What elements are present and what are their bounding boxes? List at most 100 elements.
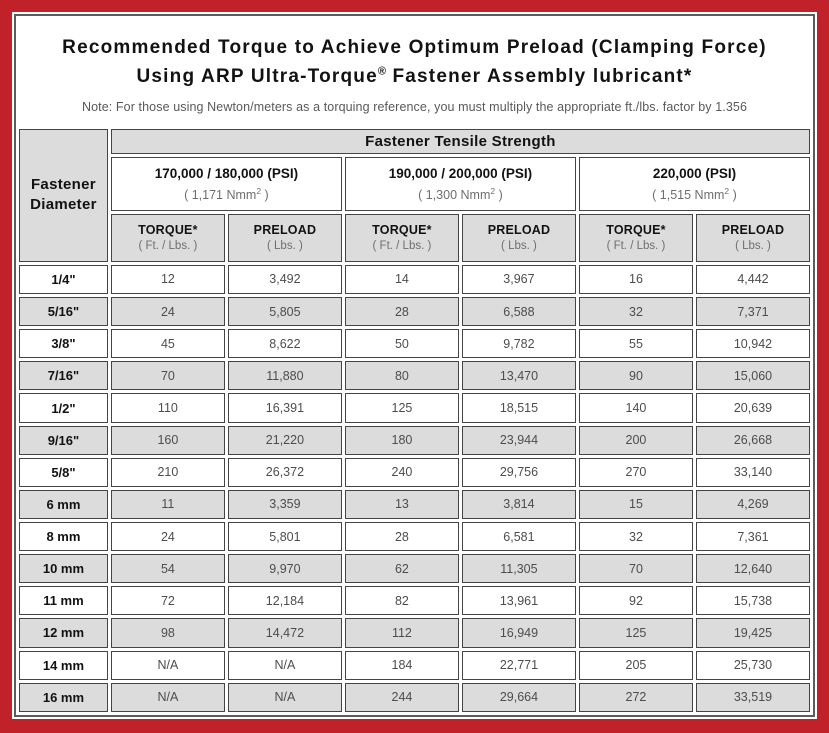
value-cell: 9,970 — [227, 554, 342, 584]
table-row: 6 mm 11 3,359 13 3,814 15 4,269 — [19, 489, 810, 519]
torque-header-3: TORQUE*( Ft. / Lbs. ) — [578, 213, 693, 262]
table-row: 5/8" 210 26,372 240 29,756 270 33,140 — [19, 457, 810, 487]
tensile-strength-row: Fastener Diameter Fastener Tensile Stren… — [19, 128, 810, 262]
value-cell: 10,942 — [695, 329, 810, 359]
psi-group-3: 220,000 (PSI) ( 1,515 Nmm2 ) — [578, 156, 810, 211]
table-row: 14 mm N/A N/A 184 22,771 205 25,730 — [19, 650, 810, 680]
value-cell: 28 — [344, 522, 459, 552]
diameter-cell: 8 mm — [19, 522, 108, 552]
value-cell: 70 — [578, 554, 693, 584]
psi-group-2: 190,000 / 200,000 (PSI) ( 1,300 Nmm2 ) — [344, 156, 576, 211]
value-cell: 19,425 — [695, 618, 810, 648]
value-cell: 24 — [110, 297, 225, 327]
value-cell: 13,470 — [461, 361, 576, 391]
diameter-cell: 3/8" — [19, 329, 108, 359]
value-cell: 72 — [110, 586, 225, 616]
table-row: 1/2" 110 16,391 125 18,515 140 20,639 — [19, 393, 810, 423]
diameter-cell: 16 mm — [19, 682, 108, 712]
value-cell: 15,738 — [695, 586, 810, 616]
value-cell: 14,472 — [227, 618, 342, 648]
torque-header-2: TORQUE*( Ft. / Lbs. ) — [344, 213, 459, 262]
table-row: 10 mm 54 9,970 62 11,305 70 12,640 — [19, 554, 810, 584]
value-cell: 6,588 — [461, 297, 576, 327]
value-cell: 13 — [344, 489, 459, 519]
value-cell: 50 — [344, 329, 459, 359]
preload-header-3: PRELOAD( Lbs. ) — [695, 213, 810, 262]
value-cell: 8,622 — [227, 329, 342, 359]
value-cell: 16,949 — [461, 618, 576, 648]
value-cell: 70 — [110, 361, 225, 391]
value-cell: 29,664 — [461, 682, 576, 712]
value-cell: N/A — [110, 682, 225, 712]
value-cell: 24 — [110, 522, 225, 552]
value-cell: 82 — [344, 586, 459, 616]
value-cell: 80 — [344, 361, 459, 391]
value-cell: 98 — [110, 618, 225, 648]
value-cell: 184 — [344, 650, 459, 680]
diameter-cell: 1/2" — [19, 393, 108, 423]
value-cell: 244 — [344, 682, 459, 712]
value-cell: 180 — [344, 425, 459, 455]
value-cell: 55 — [578, 329, 693, 359]
preload-header-1: PRELOAD( Lbs. ) — [227, 213, 342, 262]
value-cell: N/A — [227, 682, 342, 712]
value-cell: 11,880 — [227, 361, 342, 391]
value-cell: 3,359 — [227, 489, 342, 519]
value-cell: 3,492 — [227, 264, 342, 295]
table-row: 5/16" 24 5,805 28 6,588 32 7,371 — [19, 297, 810, 327]
diameter-cell: 11 mm — [19, 586, 108, 616]
table-row: 1/4" 12 3,492 14 3,967 16 4,442 — [19, 264, 810, 295]
value-cell: 11,305 — [461, 554, 576, 584]
psi-header-row: 170,000 / 180,000 (PSI) ( 1,171 Nmm2 ) 1… — [19, 156, 810, 211]
torque-table-wrap: Fastener Diameter Fastener Tensile Stren… — [16, 125, 813, 715]
value-cell: 12 — [110, 264, 225, 295]
diameter-cell: 6 mm — [19, 489, 108, 519]
table-row: 12 mm 98 14,472 112 16,949 125 19,425 — [19, 618, 810, 648]
value-cell: 23,944 — [461, 425, 576, 455]
value-cell: 26,668 — [695, 425, 810, 455]
fastener-diameter-header: Fastener Diameter — [19, 128, 108, 262]
diameter-cell: 7/16" — [19, 361, 108, 391]
value-cell: 15 — [578, 489, 693, 519]
value-cell: 22,771 — [461, 650, 576, 680]
value-cell: 205 — [578, 650, 693, 680]
value-cell: 33,140 — [695, 457, 810, 487]
title-line2: Using ARP Ultra-Torque® Fastener Assembl… — [136, 66, 693, 88]
content-panel: Recommended Torque to Achieve Optimum Pr… — [14, 14, 815, 717]
value-cell: 62 — [344, 554, 459, 584]
value-cell: N/A — [227, 650, 342, 680]
value-cell: 90 — [578, 361, 693, 391]
value-cell: 15,060 — [695, 361, 810, 391]
value-cell: 13,961 — [461, 586, 576, 616]
value-cell: 4,269 — [695, 489, 810, 519]
value-cell: 32 — [578, 522, 693, 552]
diameter-cell: 1/4" — [19, 264, 108, 295]
value-cell: 26,372 — [227, 457, 342, 487]
value-cell: 7,371 — [695, 297, 810, 327]
title-block: Recommended Torque to Achieve Optimum Pr… — [16, 16, 813, 126]
diameter-cell: 9/16" — [19, 425, 108, 455]
value-cell: 20,639 — [695, 393, 810, 423]
value-cell: 16,391 — [227, 393, 342, 423]
table-row: 16 mm N/A N/A 244 29,664 272 33,519 — [19, 682, 810, 712]
table-row: 7/16" 70 11,880 80 13,470 90 15,060 — [19, 361, 810, 391]
value-cell: 5,801 — [227, 522, 342, 552]
value-cell: 32 — [578, 297, 693, 327]
value-cell: 14 — [344, 264, 459, 295]
diameter-cell: 5/8" — [19, 457, 108, 487]
value-cell: 21,220 — [227, 425, 342, 455]
value-cell: 270 — [578, 457, 693, 487]
value-cell: 5,805 — [227, 297, 342, 327]
value-cell: 54 — [110, 554, 225, 584]
value-cell: 160 — [110, 425, 225, 455]
value-cell: 29,756 — [461, 457, 576, 487]
value-cell: 3,814 — [461, 489, 576, 519]
diameter-cell: 14 mm — [19, 650, 108, 680]
value-cell: 110 — [110, 393, 225, 423]
value-cell: 7,361 — [695, 522, 810, 552]
registered-trademark-symbol: ® — [377, 66, 386, 79]
torque-header-1: TORQUE*( Ft. / Lbs. ) — [110, 213, 225, 262]
value-cell: 12,640 — [695, 554, 810, 584]
value-cell: 18,515 — [461, 393, 576, 423]
